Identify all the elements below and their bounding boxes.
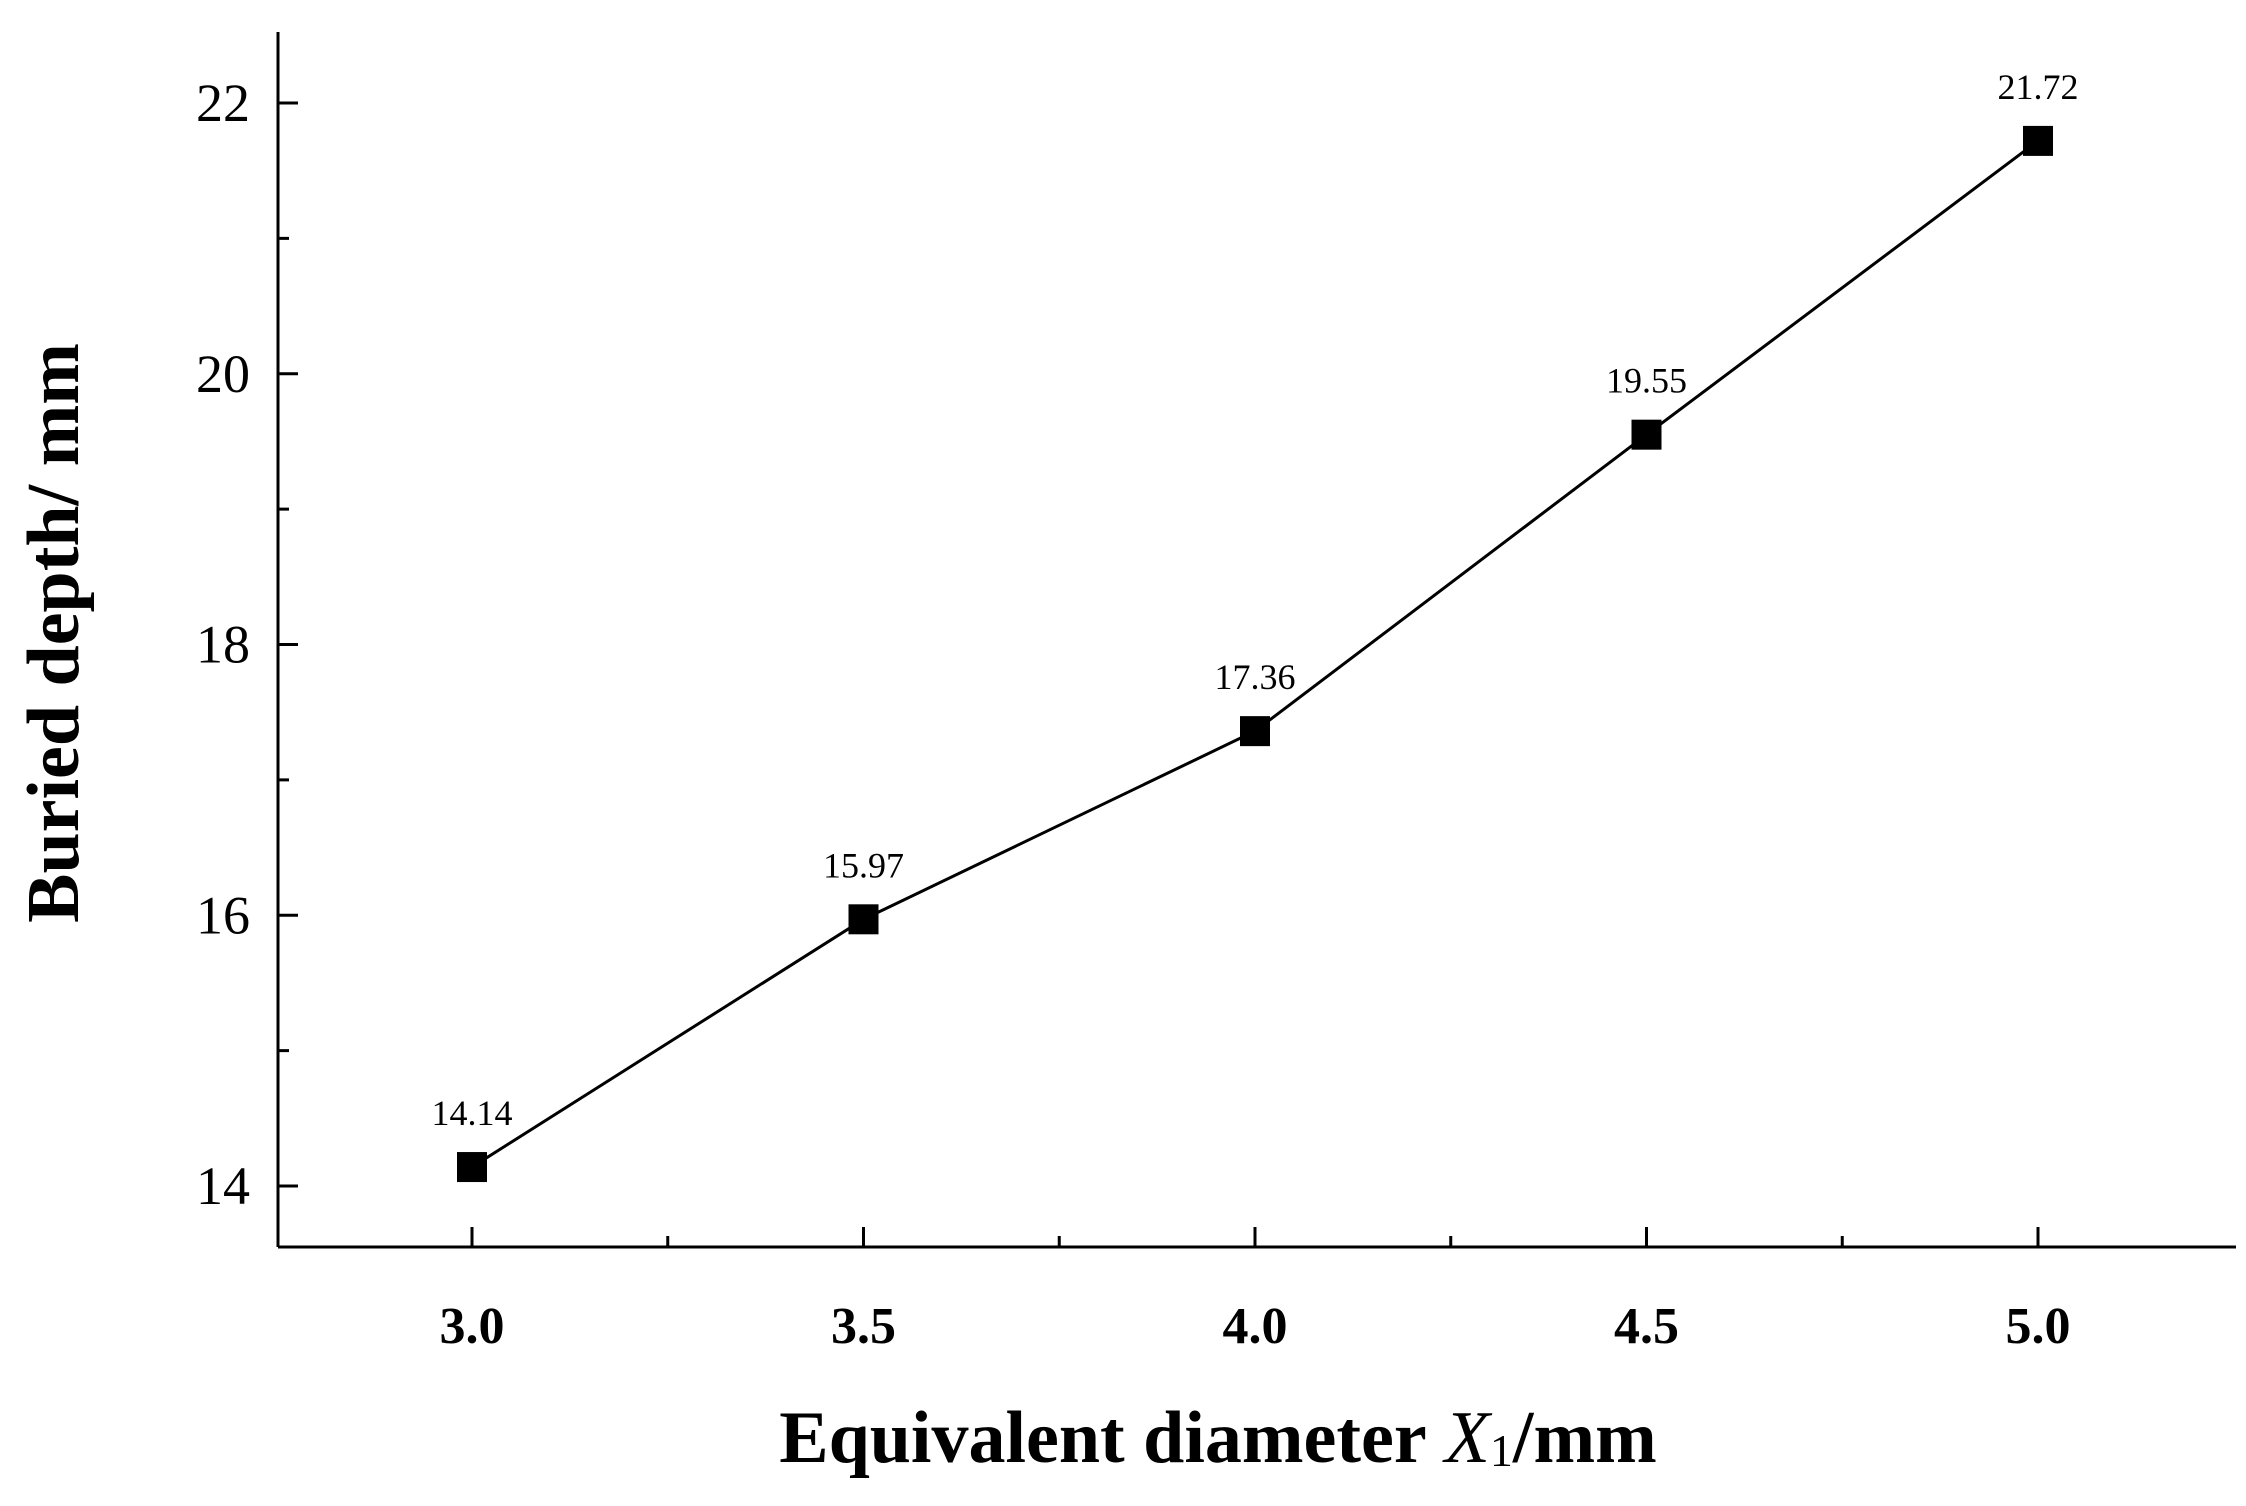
axes	[276, 32, 2236, 1249]
x-tick-label: 3.0	[440, 1298, 505, 1355]
y-tick-label: 14	[196, 1156, 250, 1216]
series	[457, 125, 2053, 1183]
data-point-marker	[1240, 716, 1270, 747]
data-point-marker	[848, 904, 879, 935]
series-line	[471, 139, 2039, 1169]
y-tick-label: 16	[196, 885, 250, 945]
x-axis-title-subscript: 1	[1490, 1425, 1513, 1476]
x-axis-title-variable: X	[1442, 1397, 1493, 1479]
y-tick-label: 22	[196, 73, 250, 133]
data-point-marker	[1631, 419, 1662, 450]
x-axis-title-unit: /mm	[1512, 1397, 1657, 1479]
data-point-marker	[457, 1152, 487, 1183]
data-label: 15.97	[823, 845, 904, 885]
data-label: 19.55	[1606, 361, 1687, 401]
x-tick-label: 5.0	[2006, 1298, 2071, 1355]
labels: 14.14 15.97 17.36 19.55 21.72	[432, 67, 2079, 1133]
y-tick-label: 18	[196, 615, 250, 675]
x-axis-title-text: Equivalent diameter	[779, 1397, 1426, 1479]
x-tick-label: 4.5	[1614, 1298, 1679, 1355]
x-axis-title: Equivalent diameter X1/mm	[779, 1397, 1657, 1479]
x-tick-label: 4.0	[1223, 1298, 1288, 1355]
y-tick-label: 20	[196, 344, 250, 404]
data-label: 14.14	[432, 1093, 513, 1133]
x-tick-label: 3.5	[831, 1298, 896, 1355]
ticks: 14 16 18 20 22 3.0 3.5 4.0 4.5 5.0	[196, 73, 2071, 1355]
y-axis-title: Buried depth/ mm	[13, 343, 95, 923]
data-label: 21.72	[1998, 67, 2079, 107]
data-point-marker	[2023, 125, 2053, 156]
data-label: 17.36	[1215, 657, 1296, 697]
